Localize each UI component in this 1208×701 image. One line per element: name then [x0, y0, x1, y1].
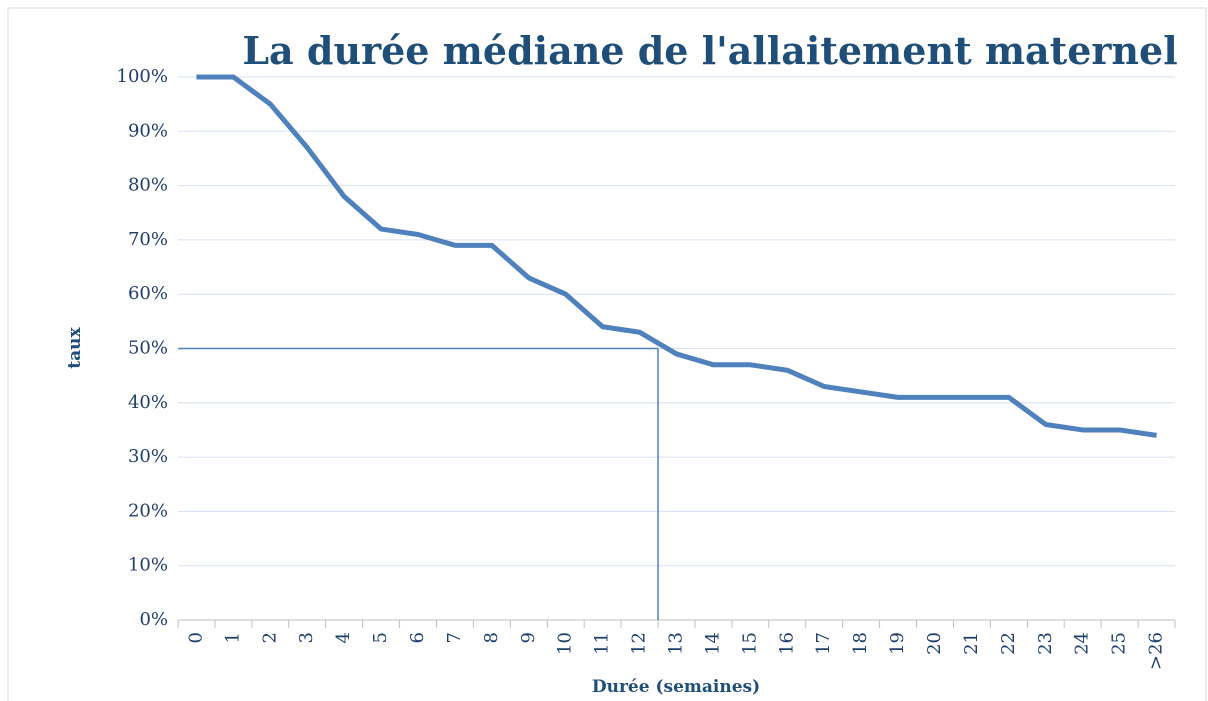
y-tick-label: 40% — [128, 392, 168, 413]
chart-frame — [7, 7, 1207, 701]
x-tick-label: 5 — [370, 632, 391, 643]
x-tick-label: 10 — [555, 632, 576, 655]
x-tick-label: 2 — [259, 632, 280, 643]
x-tick-label: 21 — [961, 632, 982, 655]
x-tick-label: 15 — [739, 632, 760, 655]
x-tick-label: 6 — [407, 632, 428, 643]
x-tick-label: 9 — [518, 632, 539, 643]
x-axis-title: Durée (semaines) — [592, 677, 760, 697]
x-tick-label: 16 — [776, 632, 797, 655]
x-tick-label: 24 — [1072, 632, 1093, 655]
x-tick-label: 19 — [887, 632, 908, 655]
x-tick-label: 22 — [998, 632, 1019, 655]
y-tick-label: 50% — [128, 338, 168, 359]
y-tick-label: 90% — [128, 120, 168, 141]
data-line — [196, 74, 1157, 438]
x-tick-label: 4 — [333, 632, 354, 643]
chart-title: La durée médiane de l'allaitement matern… — [242, 28, 1177, 73]
x-tick-label: 20 — [924, 632, 945, 655]
x-tick-label: 12 — [629, 632, 650, 655]
x-tick-label: 17 — [813, 632, 834, 655]
y-tick-label: 100% — [117, 66, 168, 87]
x-tick-label: 0 — [185, 632, 206, 643]
y-tick-label: 60% — [128, 283, 168, 304]
x-tick-label: >26 — [1146, 632, 1167, 670]
y-tick-label: 70% — [128, 229, 168, 250]
x-tick-label: 11 — [592, 632, 613, 655]
x-tick-label: 23 — [1035, 632, 1056, 655]
x-tick-label: 13 — [666, 632, 687, 655]
x-tick-label: 1 — [222, 632, 243, 643]
x-tick-label: 8 — [481, 632, 502, 643]
x-tick-label: 3 — [296, 632, 317, 643]
y-tick-label: 0% — [139, 609, 168, 630]
y-tick-label: 10% — [128, 555, 168, 576]
x-tick-label: 18 — [850, 632, 871, 655]
x-tick-label: 7 — [444, 632, 465, 643]
y-tick-label: 30% — [128, 446, 168, 467]
x-tick-label: 25 — [1109, 632, 1130, 655]
y-axis-title: taux — [65, 326, 85, 368]
y-tick-label: 20% — [128, 500, 168, 521]
y-tick-label: 80% — [128, 175, 168, 196]
x-tick-label: 14 — [702, 632, 723, 655]
